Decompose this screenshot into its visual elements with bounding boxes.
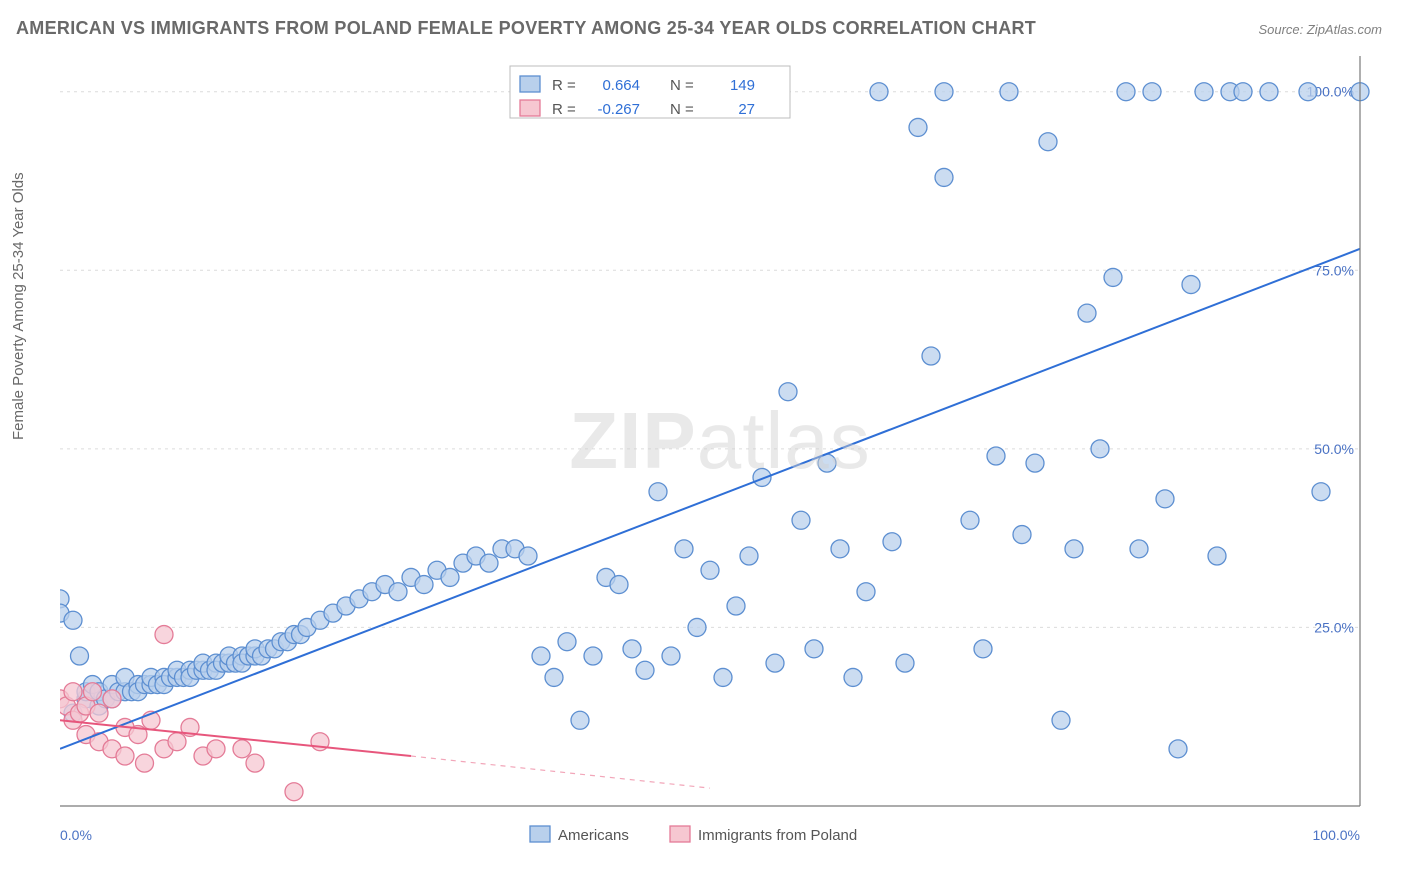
source-label: Source: ZipAtlas.com (1258, 22, 1382, 37)
chart-title: AMERICAN VS IMMIGRANTS FROM POLAND FEMAL… (16, 18, 1036, 39)
svg-text:100.0%: 100.0% (1313, 827, 1360, 843)
svg-text:27: 27 (738, 101, 755, 118)
svg-text:Americans: Americans (558, 827, 629, 844)
scatter-chart: 25.0%50.0%75.0%100.0%0.0%100.0%R =0.664N… (60, 56, 1380, 876)
svg-text:N =: N = (670, 101, 694, 118)
chart-area: ZIPatlas 25.0%50.0%75.0%100.0%0.0%100.0%… (60, 56, 1380, 826)
svg-text:Immigrants from Poland: Immigrants from Poland (698, 827, 857, 844)
svg-text:50.0%: 50.0% (1314, 441, 1354, 457)
svg-text:0.0%: 0.0% (60, 827, 92, 843)
svg-text:0.664: 0.664 (602, 77, 640, 94)
y-axis-label: Female Poverty Among 25-34 Year Olds (10, 172, 27, 440)
svg-text:R =: R = (552, 101, 576, 118)
svg-text:R =: R = (552, 77, 576, 94)
svg-text:25.0%: 25.0% (1314, 619, 1354, 635)
svg-text:N =: N = (670, 77, 694, 94)
svg-text:-0.267: -0.267 (597, 101, 640, 118)
svg-text:149: 149 (730, 77, 755, 94)
